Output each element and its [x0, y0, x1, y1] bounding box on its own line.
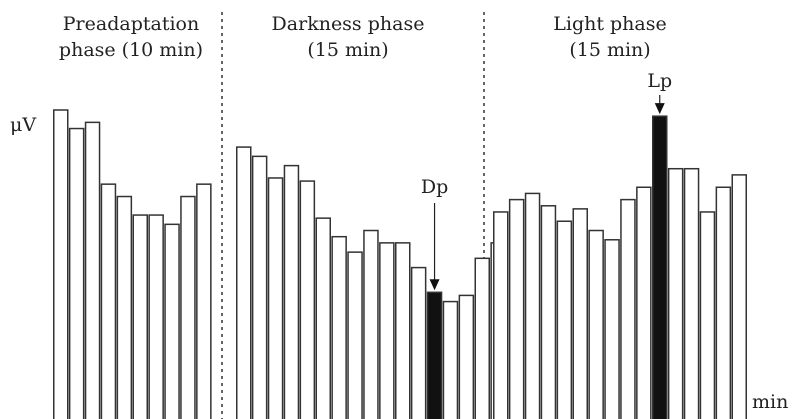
bar	[116, 195, 133, 419]
bar	[667, 167, 684, 419]
markers: Dp Lp	[421, 70, 672, 291]
bar	[524, 192, 541, 419]
bar	[715, 186, 732, 419]
phase-dividers	[221, 12, 485, 419]
phase-labels: Preadaptation phase (10 min) Darkness phas…	[59, 13, 667, 61]
bar	[442, 300, 459, 419]
bar	[148, 214, 164, 419]
bar	[251, 155, 268, 419]
bar	[84, 121, 101, 419]
bar	[196, 183, 212, 419]
bar	[68, 127, 85, 419]
bar	[180, 195, 196, 419]
bar	[458, 294, 475, 419]
bar	[132, 214, 148, 419]
bar	[315, 217, 331, 419]
bar	[588, 229, 604, 419]
phase-label-2-line-2: (15 min)	[307, 39, 388, 61]
phase-label-1-line-2: phase (10 min)	[59, 39, 203, 61]
phase-label-3-line-1: Light phase	[553, 13, 667, 35]
bar	[100, 183, 117, 419]
bar	[604, 239, 620, 419]
bar	[731, 174, 747, 419]
phase-label-3-line-2: (15 min)	[569, 39, 650, 61]
bar	[299, 180, 316, 419]
bar	[267, 177, 284, 419]
bar	[556, 220, 573, 419]
bar	[410, 266, 427, 419]
bar	[474, 257, 490, 419]
bar	[283, 164, 300, 419]
phase-label-2-line-1: Darkness phase	[272, 13, 425, 35]
marker-arrow-dp	[429, 279, 440, 291]
phase-label-1-line-1: Preadaptation	[63, 13, 199, 35]
bar	[699, 211, 716, 419]
bar	[164, 223, 180, 419]
bar	[636, 186, 652, 419]
marker-label-dp: Dp	[421, 176, 448, 198]
bar	[379, 242, 395, 419]
x-axis-label: min	[752, 391, 788, 413]
bar	[540, 205, 557, 419]
y-axis-label: μV	[10, 114, 36, 136]
bar	[493, 211, 509, 419]
bar	[508, 198, 525, 419]
highlighted-bar-dp	[426, 291, 443, 419]
bar	[347, 251, 363, 419]
marker-arrow-lp	[654, 103, 665, 115]
highlighted-bar-lp	[652, 115, 668, 419]
bar	[53, 109, 69, 419]
bar	[572, 208, 588, 419]
marker-label-lp: Lp	[647, 70, 672, 92]
bar	[363, 229, 379, 419]
bar	[236, 146, 252, 419]
bar	[331, 235, 347, 419]
bar	[620, 198, 636, 419]
bar	[683, 167, 700, 419]
bar	[395, 242, 411, 419]
bars	[53, 109, 747, 419]
